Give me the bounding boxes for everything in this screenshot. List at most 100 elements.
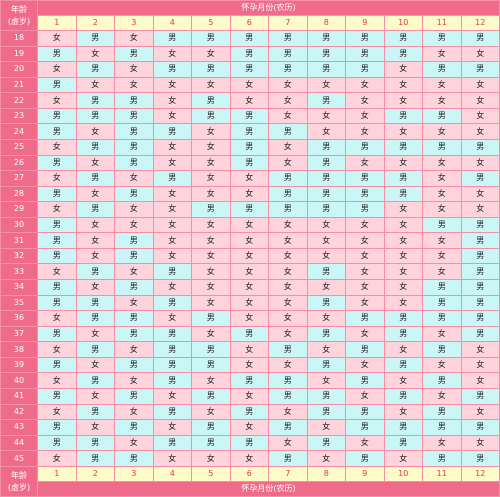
age-cell: 34 <box>0 279 38 296</box>
girl-cell: 女 <box>229 76 269 94</box>
girl-cell: 女 <box>422 92 462 109</box>
table-row: 36 女男男女男女女女男男男男 <box>0 310 500 327</box>
girl-cell: 女 <box>229 185 269 203</box>
girl-cell: 女 <box>383 450 423 467</box>
girl-cell: 女 <box>268 279 308 296</box>
girl-cell: 女 <box>37 372 77 389</box>
boy-cell: 男 <box>152 325 192 343</box>
girl-cell: 女 <box>75 419 115 436</box>
girl-cell: 女 <box>152 185 192 203</box>
boy-cell: 男 <box>460 387 500 405</box>
girl-cell: 女 <box>191 325 231 343</box>
girl-cell: 女 <box>268 263 308 280</box>
table-body: 18 女男女男男男男男男男男男 19 男女男女女男男男男男女女 20 女男女男男男男男男女… <box>0 30 500 467</box>
month-header-cell: 4 <box>152 466 192 482</box>
month-header-cell: 1 <box>37 15 77 31</box>
table-row: 43 男女男女男女男女男男男男 <box>0 419 500 436</box>
boy-cell: 男 <box>306 294 346 312</box>
girl-cell: 女 <box>114 61 154 78</box>
boy-cell: 男 <box>383 138 423 156</box>
boy-cell: 男 <box>268 341 308 358</box>
month-header-cell: 1 <box>37 466 77 482</box>
boy-cell: 男 <box>75 403 115 421</box>
boy-cell: 男 <box>268 419 308 436</box>
girl-cell: 女 <box>229 341 269 358</box>
boy-cell: 男 <box>422 310 462 327</box>
boy-cell: 男 <box>114 45 154 63</box>
girl-cell: 女 <box>422 325 462 343</box>
table-row: 32 男女男女女女女女女女女男 <box>0 247 500 265</box>
girl-cell: 女 <box>191 450 231 467</box>
girl-cell: 女 <box>229 279 269 296</box>
table-row: 30 男女女女女女女女女女男男 <box>0 216 500 234</box>
boy-cell: 男 <box>152 263 192 280</box>
boy-cell: 男 <box>306 92 346 109</box>
boy-cell: 男 <box>114 387 154 405</box>
age-footer-label: 年龄 <box>11 470 27 480</box>
boy-cell: 男 <box>152 356 192 374</box>
age-header-label: 年龄 <box>11 4 27 14</box>
girl-cell: 女 <box>345 107 385 125</box>
girl-cell: 女 <box>37 61 77 78</box>
age-cell: 43 <box>0 419 38 436</box>
girl-cell: 女 <box>345 247 385 265</box>
age-cell: 18 <box>0 30 38 47</box>
girl-cell: 女 <box>345 434 385 452</box>
month-header-cell: 8 <box>306 15 346 31</box>
boy-cell: 男 <box>152 123 192 140</box>
month-header-cell: 9 <box>345 466 385 482</box>
table-row: 35 男男女男女女女男女女男男 <box>0 294 500 312</box>
boy-cell: 男 <box>114 92 154 109</box>
table-row: 45 女男男女女女男女男女男男 <box>0 450 500 467</box>
girl-cell: 女 <box>75 45 115 63</box>
boy-cell: 男 <box>422 372 462 389</box>
boy-cell: 男 <box>383 419 423 436</box>
girl-cell: 女 <box>191 216 231 234</box>
boy-cell: 男 <box>306 45 346 63</box>
girl-cell: 女 <box>75 76 115 94</box>
table-row: 40 女男女男女男男女男女男女 <box>0 372 500 389</box>
girl-cell: 女 <box>152 232 192 249</box>
girl-cell: 女 <box>383 232 423 249</box>
boy-cell: 男 <box>460 263 500 280</box>
boy-cell: 男 <box>229 403 269 421</box>
boy-cell: 男 <box>37 185 77 203</box>
girl-cell: 女 <box>37 30 77 47</box>
boy-cell: 男 <box>191 107 231 125</box>
girl-cell: 女 <box>383 403 423 421</box>
girl-cell: 女 <box>191 403 231 421</box>
girl-cell: 女 <box>268 107 308 125</box>
girl-cell: 女 <box>191 76 231 94</box>
boy-cell: 男 <box>75 450 115 467</box>
boy-cell: 男 <box>345 30 385 47</box>
girl-cell: 女 <box>306 372 346 389</box>
girl-cell: 女 <box>152 216 192 234</box>
girl-cell: 女 <box>460 403 500 421</box>
girl-cell: 女 <box>37 310 77 327</box>
boy-cell: 男 <box>422 138 462 156</box>
girl-cell: 女 <box>460 92 500 109</box>
girl-cell: 女 <box>152 279 192 296</box>
girl-cell: 女 <box>114 263 154 280</box>
age-cell: 25 <box>0 138 38 156</box>
boy-cell: 男 <box>229 30 269 47</box>
boy-cell: 男 <box>306 201 346 218</box>
girl-cell: 女 <box>383 372 423 389</box>
boy-cell: 男 <box>37 216 77 234</box>
age-cell: 30 <box>0 216 38 234</box>
girl-cell: 女 <box>422 154 462 172</box>
boy-cell: 男 <box>75 30 115 47</box>
girl-cell: 女 <box>383 294 423 312</box>
age-cell: 45 <box>0 450 38 467</box>
boy-cell: 男 <box>152 294 192 312</box>
girl-cell: 女 <box>191 154 231 172</box>
girl-cell: 女 <box>229 450 269 467</box>
girl-cell: 女 <box>75 247 115 265</box>
girl-cell: 女 <box>268 434 308 452</box>
boy-cell: 男 <box>268 372 308 389</box>
boy-cell: 男 <box>114 154 154 172</box>
girl-cell: 女 <box>422 356 462 374</box>
boy-cell: 男 <box>75 61 115 78</box>
girl-cell: 女 <box>191 138 231 156</box>
boy-cell: 男 <box>422 216 462 234</box>
